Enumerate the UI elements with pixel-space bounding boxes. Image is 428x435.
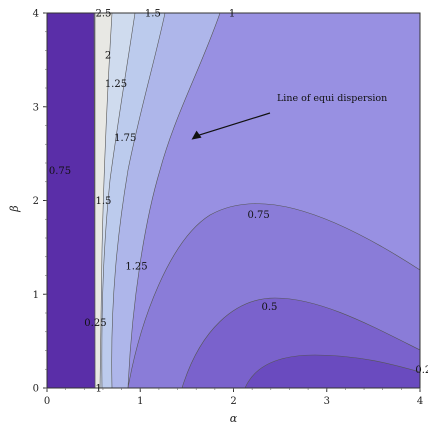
x-tick-label: 2 bbox=[230, 396, 236, 407]
annotation-text: Line of equi dispersion bbox=[277, 93, 387, 104]
y-tick-label: 3 bbox=[33, 102, 39, 113]
region-below-0.25 bbox=[244, 354, 420, 388]
annotation-arrow-head bbox=[191, 130, 202, 140]
x-tick-label: 3 bbox=[324, 396, 330, 407]
contour-level-label: 2 bbox=[105, 51, 111, 62]
contour-level-label: 0.75 bbox=[247, 210, 269, 221]
contour-level-label: 0.25 bbox=[415, 365, 428, 376]
region-left-strip bbox=[47, 13, 96, 388]
contour-level-label: 0.75 bbox=[49, 166, 71, 177]
y-tick-label: 2 bbox=[33, 196, 39, 207]
contour-level-label: 1.5 bbox=[95, 196, 111, 207]
contour-level-label: 0.5 bbox=[261, 302, 277, 313]
y-tick-label: 1 bbox=[33, 290, 39, 301]
region-above-1.75 bbox=[94, 13, 113, 388]
x-tick-label: 4 bbox=[417, 396, 423, 407]
x-axis-title: α bbox=[230, 412, 238, 425]
contour-level-label: 1.75 bbox=[114, 133, 136, 144]
contour-level-label: 1 bbox=[229, 9, 235, 20]
contour-fill-group bbox=[47, 13, 420, 388]
contour-level-label: 1 bbox=[95, 384, 101, 395]
x-tick-label: 1 bbox=[137, 396, 143, 407]
y-tick-label: 4 bbox=[33, 9, 39, 20]
contour-level-label: 0.25 bbox=[84, 318, 106, 329]
contour-level-label: 1.25 bbox=[105, 79, 127, 90]
y-tick-label: 0 bbox=[33, 384, 39, 395]
contour-level-label: 1.25 bbox=[125, 262, 147, 273]
contour-level-label: 2.5 bbox=[95, 9, 111, 20]
x-tick-label: 0 bbox=[44, 396, 50, 407]
y-axis-title: β bbox=[8, 205, 21, 212]
annotation-arrow-line bbox=[197, 112, 271, 137]
contour-level-label: 1.5 bbox=[145, 9, 161, 20]
